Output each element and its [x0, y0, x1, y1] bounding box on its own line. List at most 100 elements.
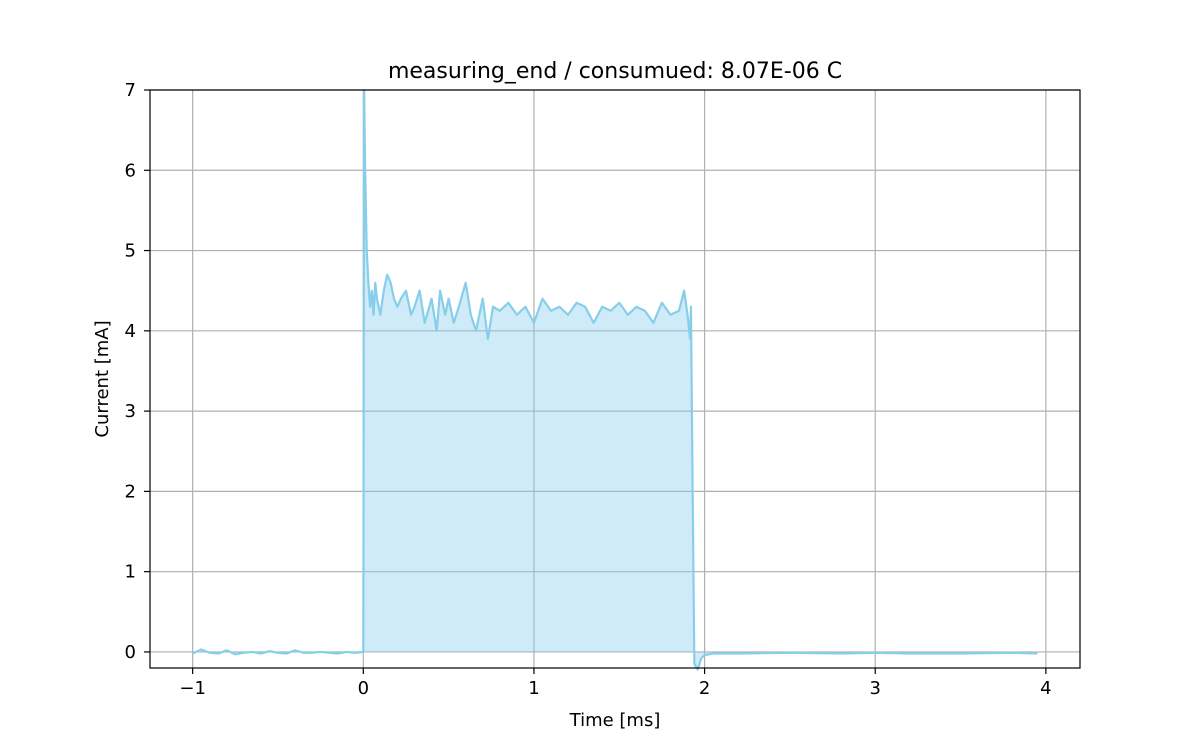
data-point [201, 649, 202, 650]
data-point [694, 663, 695, 664]
data-point [337, 653, 338, 654]
x-tick-label: 0 [358, 678, 369, 699]
data-point [841, 653, 842, 654]
x-tick-label: 3 [870, 678, 881, 699]
data-point [627, 314, 628, 315]
data-point [354, 652, 355, 653]
data-point [397, 306, 398, 307]
data-point [373, 314, 374, 315]
y-axis-label: Current [mA] [92, 320, 113, 437]
data-point [692, 491, 693, 492]
chart-title: measuring_end / consumued: 8.07E-06 C [388, 59, 842, 84]
data-point [252, 651, 253, 652]
plot-data [192, 88, 1038, 671]
data-point [690, 306, 691, 307]
data-point [371, 290, 372, 291]
data-point [516, 314, 517, 315]
y-tick-label: 0 [125, 642, 136, 663]
data-point [243, 652, 244, 653]
data-point [294, 650, 295, 651]
x-tick-label: −1 [179, 678, 206, 699]
data-point [383, 290, 384, 291]
data-point [670, 314, 671, 315]
y-tick-label: 4 [125, 321, 136, 342]
data-point [525, 306, 526, 307]
data-point [559, 306, 560, 307]
data-point [1037, 653, 1038, 654]
data-point [448, 298, 449, 299]
data-point [610, 310, 611, 311]
axis-ticks: −1 0 1 2 3 4 0 1 2 3 4 5 6 7 [125, 80, 1052, 699]
data-point [684, 290, 685, 291]
current-series-line [192, 88, 1038, 671]
data-point [380, 314, 381, 315]
x-tick-label: 2 [699, 678, 710, 699]
x-tick-label: 1 [528, 678, 539, 699]
data-point [375, 282, 376, 283]
data-point [405, 290, 406, 291]
data-point [226, 650, 227, 651]
data-point [363, 651, 364, 652]
data-point [286, 653, 287, 654]
data-point [738, 653, 739, 654]
data-point [619, 302, 620, 303]
data-point [713, 653, 714, 654]
data-point [218, 653, 219, 654]
data-point [704, 655, 705, 656]
data-point [458, 306, 459, 307]
data-point [542, 298, 543, 299]
data-point [653, 322, 654, 323]
data-point [400, 298, 401, 299]
data-point [364, 162, 365, 163]
data-point [960, 653, 961, 654]
data-point [475, 330, 476, 331]
data-point [414, 306, 415, 307]
data-point [312, 652, 313, 653]
data-point [277, 652, 278, 653]
data-point [376, 298, 377, 299]
data-point [419, 290, 420, 291]
data-point [235, 654, 236, 655]
data-point [636, 306, 637, 307]
data-point [687, 314, 688, 315]
x-tick-label: 4 [1040, 678, 1051, 699]
data-point [533, 322, 534, 323]
data-point [593, 322, 594, 323]
y-tick-label: 7 [125, 80, 136, 101]
y-tick-label: 3 [125, 401, 136, 422]
data-point [436, 330, 437, 331]
data-point [644, 310, 645, 311]
x-axis-label: Time [ms] [569, 710, 661, 731]
data-point [393, 298, 394, 299]
y-tick-label: 1 [125, 562, 136, 583]
data-point [431, 298, 432, 299]
data-point [1011, 652, 1012, 653]
data-point [789, 652, 790, 653]
data-point [209, 652, 210, 653]
data-point [390, 282, 391, 283]
data-point [303, 652, 304, 653]
data-point [260, 653, 261, 654]
data-point [269, 651, 270, 652]
data-point [410, 314, 411, 315]
data-point [346, 651, 347, 652]
data-point [661, 302, 662, 303]
data-point [370, 306, 371, 307]
data-point [329, 652, 330, 653]
data-point [424, 322, 425, 323]
data-point [387, 274, 388, 275]
data-point [366, 250, 367, 251]
data-point [689, 338, 690, 339]
data-point [678, 310, 679, 311]
data-point [585, 306, 586, 307]
data-point [320, 651, 321, 652]
data-point [453, 322, 454, 323]
data-point [192, 653, 193, 654]
data-point [508, 302, 509, 303]
y-tick-label: 5 [125, 241, 136, 262]
data-point [499, 310, 500, 311]
data-point [439, 290, 440, 291]
data-point [550, 310, 551, 311]
